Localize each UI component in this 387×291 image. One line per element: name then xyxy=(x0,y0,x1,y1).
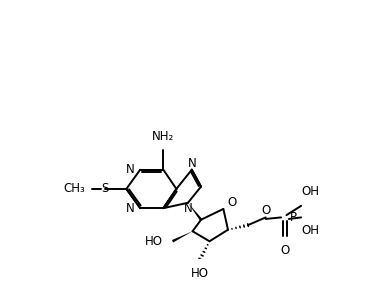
Text: O: O xyxy=(227,196,236,209)
Text: NH₂: NH₂ xyxy=(152,130,175,143)
Text: N: N xyxy=(187,157,196,170)
Text: HO: HO xyxy=(145,235,163,248)
Text: N: N xyxy=(183,203,192,215)
Text: N: N xyxy=(126,202,135,215)
Text: OH: OH xyxy=(301,185,319,198)
Text: OH: OH xyxy=(301,223,319,237)
Polygon shape xyxy=(172,231,193,242)
Text: O: O xyxy=(280,244,289,257)
Text: N: N xyxy=(126,163,135,176)
Text: S: S xyxy=(101,182,108,196)
Text: P: P xyxy=(289,211,296,224)
Polygon shape xyxy=(188,203,202,221)
Text: O: O xyxy=(261,204,271,217)
Text: CH₃: CH₃ xyxy=(64,182,86,196)
Text: HO: HO xyxy=(191,267,209,280)
